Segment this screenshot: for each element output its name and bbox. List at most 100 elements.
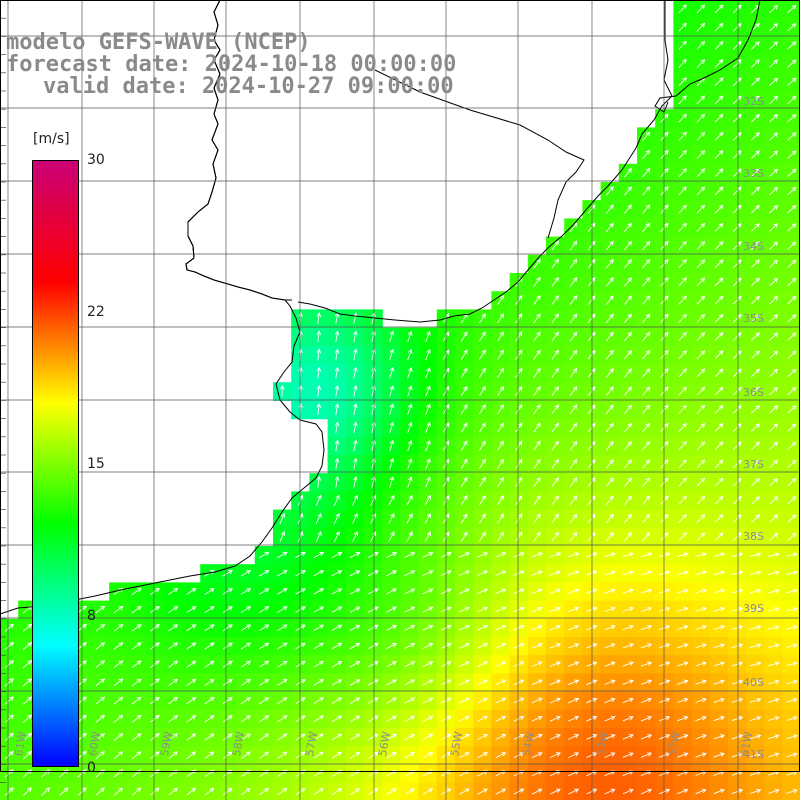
wind-arrow bbox=[587, 404, 596, 415]
wind-arrow bbox=[407, 439, 413, 452]
wind-arrow bbox=[349, 606, 361, 613]
wind-arrow bbox=[370, 494, 377, 506]
wind-arrow bbox=[695, 752, 707, 758]
wind-arrow bbox=[389, 366, 395, 379]
wind-arrow bbox=[204, 660, 215, 668]
wind-arrow bbox=[622, 606, 634, 612]
wind-arrow bbox=[551, 258, 559, 269]
wind-arrow bbox=[549, 661, 562, 667]
wind-arrow bbox=[460, 404, 468, 415]
wind-arrow bbox=[769, 223, 779, 232]
wind-arrow bbox=[459, 788, 470, 795]
wind-arrow bbox=[150, 714, 160, 723]
wind-arrow bbox=[642, 422, 651, 433]
wind-arrow bbox=[642, 477, 651, 487]
wind-arrow bbox=[404, 588, 416, 595]
wind-arrow bbox=[768, 643, 780, 648]
wind-arrow bbox=[131, 696, 142, 705]
wind-arrow bbox=[569, 367, 578, 378]
wind-arrow bbox=[622, 788, 634, 795]
wind-arrow bbox=[168, 624, 179, 632]
wind-arrow bbox=[769, 277, 779, 287]
wind-arrow bbox=[642, 258, 651, 269]
wind-arrow bbox=[495, 570, 507, 576]
wind-arrow bbox=[477, 588, 489, 595]
wind-arrow bbox=[353, 475, 358, 488]
wind-arrow bbox=[353, 421, 358, 434]
wind-arrow bbox=[386, 588, 398, 595]
wind-arrow bbox=[604, 661, 616, 667]
wind-arrow bbox=[389, 348, 395, 361]
wind-arrow bbox=[406, 531, 413, 542]
wind-arrow bbox=[787, 332, 797, 341]
wind-arrow bbox=[353, 439, 358, 452]
wind-arrow bbox=[389, 385, 395, 397]
wind-arrow bbox=[478, 458, 486, 469]
wind-arrow bbox=[678, 186, 687, 196]
wind-arrow bbox=[367, 624, 379, 631]
wind-arrow bbox=[422, 643, 434, 650]
wind-arrow bbox=[4, 787, 14, 796]
wind-arrow bbox=[533, 422, 541, 433]
wind-arrow bbox=[222, 715, 233, 723]
wind-arrow bbox=[41, 787, 51, 796]
wind-arrow bbox=[497, 495, 505, 506]
wind-arrow bbox=[515, 513, 523, 524]
wind-arrow bbox=[388, 531, 395, 543]
wind-arrow bbox=[605, 531, 614, 542]
wind-arrow bbox=[587, 477, 596, 487]
wind-arrow bbox=[259, 678, 270, 686]
wind-arrow bbox=[313, 606, 325, 613]
wind-arrow bbox=[586, 715, 598, 722]
wind-arrow bbox=[677, 752, 689, 758]
wind-arrow bbox=[587, 240, 596, 251]
wind-arrow bbox=[531, 788, 543, 795]
wind-arrow bbox=[569, 531, 578, 542]
wind-arrow bbox=[331, 697, 343, 704]
wind-arrow bbox=[495, 697, 507, 704]
wind-arrow bbox=[714, 131, 724, 141]
wind-arrow bbox=[587, 331, 596, 342]
wind-arrow bbox=[549, 588, 562, 594]
wind-arrow bbox=[750, 168, 760, 178]
wind-arrow bbox=[677, 588, 689, 594]
lat-label-34s: 34S bbox=[743, 240, 764, 253]
wind-arrow bbox=[334, 457, 340, 470]
wind-arrow bbox=[678, 277, 687, 287]
wind-arrow bbox=[714, 59, 724, 68]
wind-arrow bbox=[787, 204, 797, 214]
wind-arrow bbox=[732, 386, 742, 396]
wind-arrow bbox=[750, 332, 760, 341]
wind-arrow bbox=[315, 531, 322, 543]
wind-arrow bbox=[768, 716, 780, 721]
wind-arrow bbox=[714, 277, 724, 287]
wind-arrow bbox=[732, 59, 742, 68]
wind-arrow bbox=[386, 552, 398, 558]
wind-arrow bbox=[586, 661, 598, 667]
wind-arrow bbox=[787, 405, 797, 414]
wind-arrow bbox=[259, 660, 270, 668]
wind-arrow bbox=[386, 624, 398, 631]
wind-arrow bbox=[240, 678, 252, 686]
wind-arrow bbox=[696, 168, 706, 178]
wind-arrow bbox=[531, 679, 543, 686]
wind-speed-cell bbox=[782, 782, 800, 800]
wind-arrow bbox=[732, 222, 742, 232]
wind-arrow bbox=[513, 606, 525, 613]
wind-arrow bbox=[186, 696, 197, 705]
wind-arrow bbox=[386, 715, 397, 722]
wind-arrow bbox=[549, 570, 562, 576]
wind-arrow bbox=[95, 660, 106, 669]
wind-arrow bbox=[586, 552, 598, 558]
wind-arrow bbox=[696, 423, 706, 433]
wind-arrow bbox=[732, 441, 742, 451]
wind-arrow bbox=[587, 495, 596, 506]
wind-arrow bbox=[515, 386, 523, 397]
wind-arrow bbox=[605, 495, 614, 506]
wind-arrow bbox=[768, 679, 780, 685]
wind-arrow bbox=[732, 459, 742, 469]
wind-arrow bbox=[497, 385, 505, 397]
wind-arrow bbox=[769, 41, 779, 50]
